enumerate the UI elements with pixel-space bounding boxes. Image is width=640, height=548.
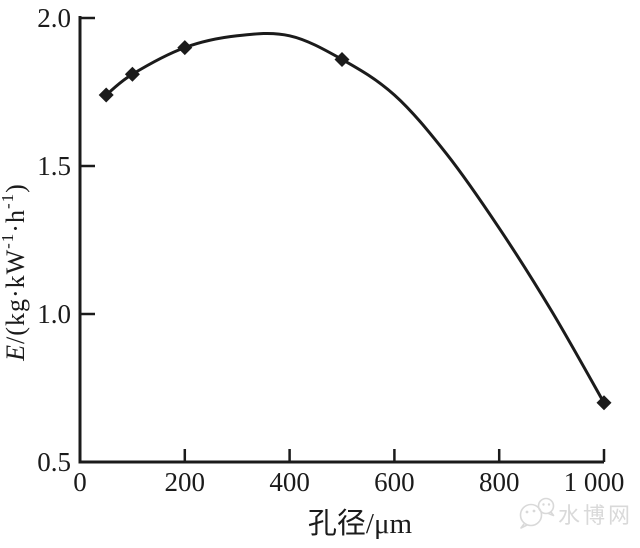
- watermark-text: 水博网: [558, 503, 633, 528]
- plot-area: 0 200 400 600 800 1 000 0.5 1.0 1.5 2.0: [37, 3, 624, 497]
- y-title-segment: /(kg·kW: [1, 249, 30, 344]
- wechat-icon: [519, 497, 555, 529]
- y-tick-label: 2.0: [37, 3, 71, 33]
- x-tick-label: 0: [73, 467, 87, 497]
- axis-spines: [78, 16, 604, 464]
- y-tick-label: 1.5: [37, 151, 71, 181]
- x-axis-title: 孔径/μm: [308, 507, 413, 540]
- data-point-marker: [334, 51, 350, 67]
- x-tick-label: 800: [479, 467, 520, 497]
- y-tick-label: 0.5: [37, 447, 71, 477]
- y-title-superscript: -1: [0, 193, 17, 209]
- y-tick-label: 1.0: [37, 299, 71, 329]
- data-point-marker: [596, 395, 612, 411]
- x-tick-label: 1 000: [564, 467, 625, 497]
- data-curve: [104, 32, 606, 405]
- data-point-marker: [98, 87, 114, 103]
- y-title-superscript: -1: [0, 233, 17, 249]
- data-point-marker: [177, 40, 193, 56]
- x-tick-label: 600: [374, 467, 415, 497]
- watermark: 水博网: [519, 497, 633, 529]
- x-tick-label: 400: [269, 467, 310, 497]
- y-title-segment: E: [1, 344, 30, 362]
- y-title-segment: ·h: [1, 209, 30, 233]
- data-point-marker: [124, 66, 140, 82]
- x-tick-label: 200: [165, 467, 206, 497]
- y-axis-title: E/(kg·kW-1·h-1): [0, 183, 30, 362]
- y-title-segment: ): [1, 183, 30, 193]
